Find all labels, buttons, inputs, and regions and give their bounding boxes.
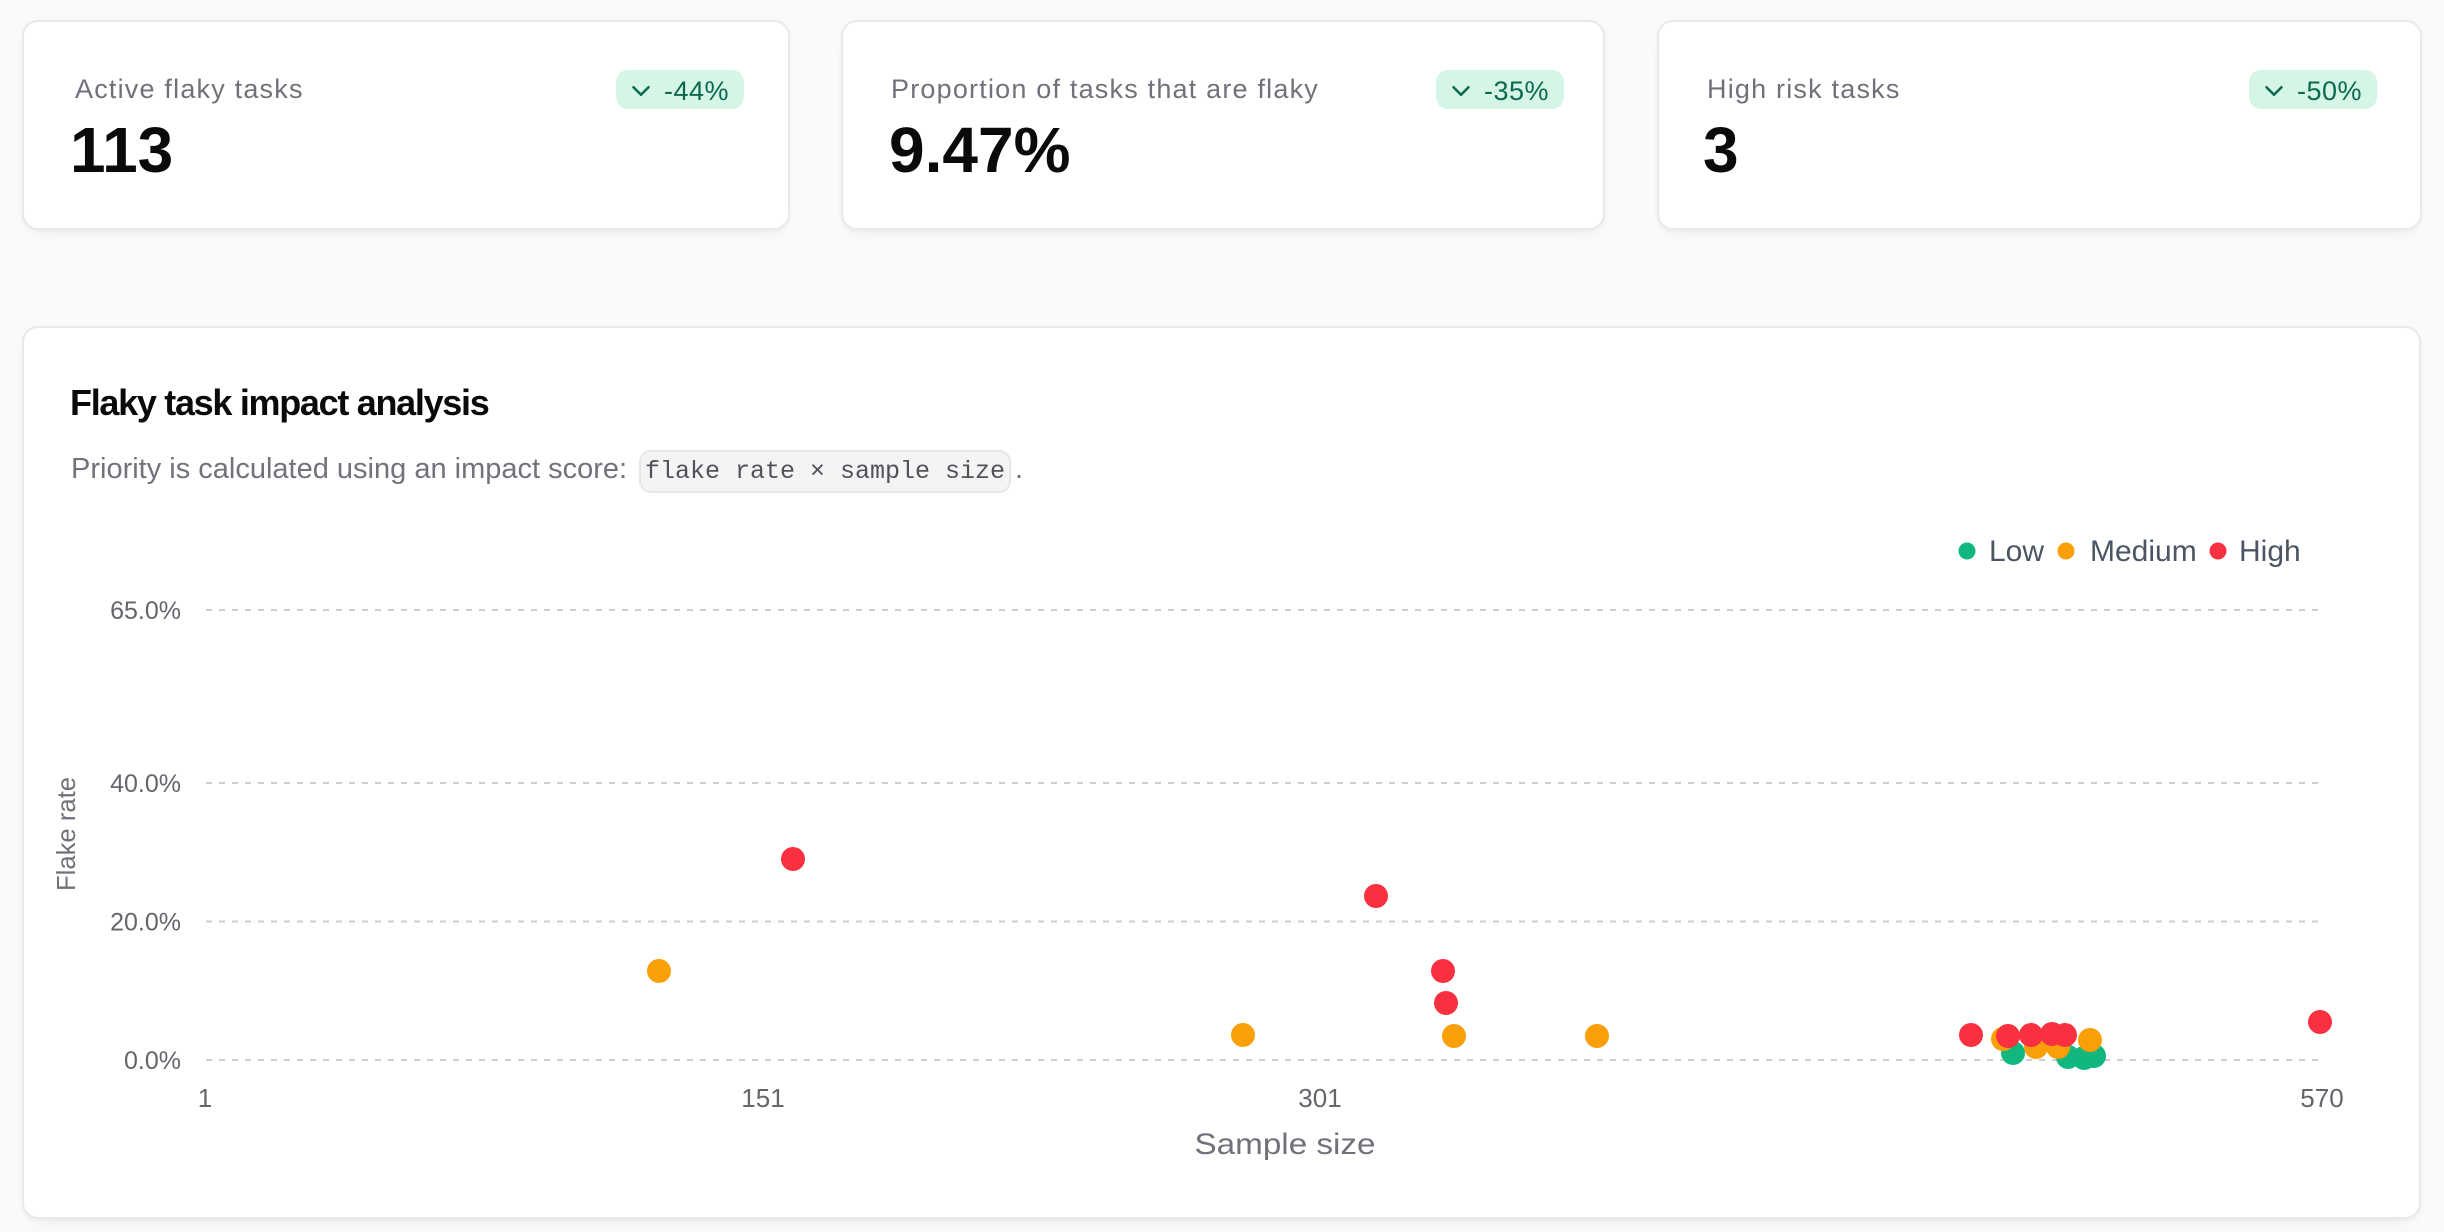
svg-text:151: 151 — [741, 1083, 784, 1113]
svg-text:20.0%: 20.0% — [110, 909, 181, 937]
svg-text:Medium: Medium — [2090, 535, 2197, 568]
svg-text:65.0%: 65.0% — [110, 597, 181, 625]
svg-text:1: 1 — [198, 1083, 212, 1113]
svg-text:570: 570 — [2300, 1083, 2343, 1113]
svg-text:Low: Low — [1989, 535, 2044, 568]
svg-text:Flake rate: Flake rate — [51, 777, 81, 891]
svg-text:0.0%: 0.0% — [124, 1047, 181, 1075]
svg-text:301: 301 — [1298, 1083, 1341, 1113]
svg-text:High: High — [2239, 535, 2301, 568]
svg-text:Sample size: Sample size — [1195, 1128, 1376, 1161]
svg-text:40.0%: 40.0% — [110, 770, 181, 798]
